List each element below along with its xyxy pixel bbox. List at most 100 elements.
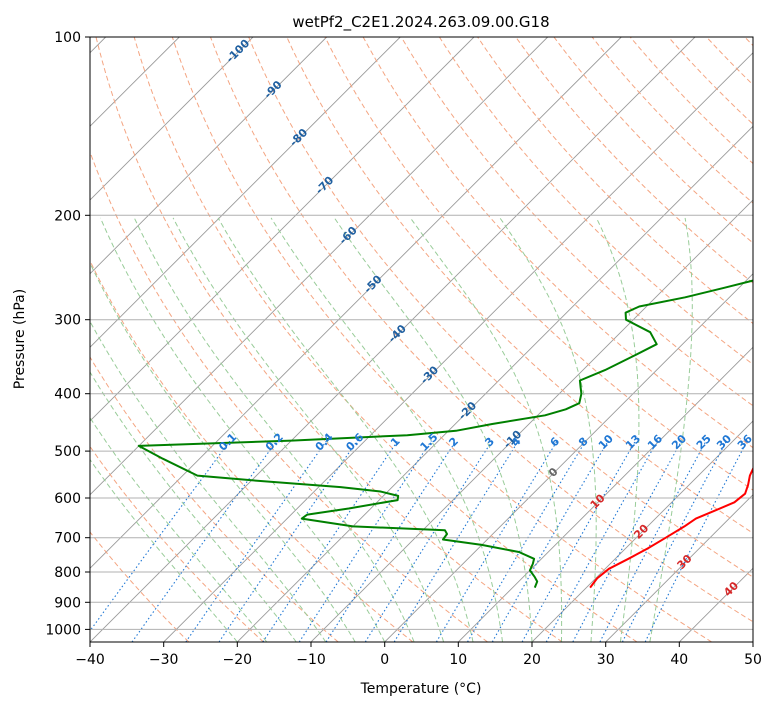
- isotherm-line: [90, 37, 622, 569]
- isotherm-line: [457, 346, 753, 642]
- mixing-ratio-line: [185, 440, 328, 642]
- mixing-ratio-line: [364, 440, 493, 642]
- mixing-ratio-line: [90, 440, 231, 632]
- dry-adiabat-line: [553, 37, 753, 244]
- dry-adiabat-line: [248, 37, 753, 578]
- dry-adiabat-line: [400, 37, 753, 407]
- isotherm-line: [163, 52, 753, 642]
- dry-adiabat-line: [90, 531, 190, 642]
- x-tick-label: −40: [75, 652, 105, 668]
- isotherm-line: [384, 273, 753, 642]
- x-tick-label: 10: [449, 652, 467, 668]
- y-tick-label: 900: [54, 595, 81, 611]
- x-tick-label: −10: [296, 652, 326, 668]
- moist-adiabat-line: [90, 320, 327, 642]
- x-tick-label: 40: [670, 652, 688, 668]
- x-tick-label: 50: [744, 652, 762, 668]
- isotherm-line: [90, 37, 401, 348]
- lower-isotherm-label: 30: [675, 552, 695, 572]
- mixing-ratio-label: 30: [714, 432, 734, 452]
- lower-isotherm-label: 20: [631, 521, 651, 541]
- y-tick-label: 400: [54, 387, 81, 403]
- mixing-ratio-line: [644, 440, 748, 642]
- moist-adiabat-line: [90, 458, 238, 642]
- mixing-ratio-label: 0.2: [263, 431, 286, 454]
- mixing-ratio-label: 0.4: [313, 430, 336, 453]
- moist-adiabat-line: [270, 217, 503, 642]
- lower-isotherm-label: 40: [721, 579, 741, 599]
- y-tick-label: 1000: [45, 622, 81, 638]
- isotherm-line: [90, 37, 328, 275]
- x-tick-label: 20: [523, 652, 541, 668]
- series-layer: [137, 279, 753, 589]
- x-tick-label: 30: [597, 652, 615, 668]
- mixing-ratio-line: [521, 440, 637, 642]
- dry-adiabat-line: [362, 37, 753, 449]
- dry-adiabat-line: [171, 37, 712, 642]
- isotherm-line: [90, 37, 475, 422]
- dry-adiabat-line: [515, 37, 753, 284]
- isotherm-label: -100: [224, 37, 253, 66]
- isotherm-label: -50: [361, 272, 384, 295]
- dry-adiabat-line: [591, 37, 753, 204]
- isotherm-line: [531, 420, 753, 642]
- dry-adiabat-line: [90, 356, 339, 642]
- isotherm-label: -30: [418, 363, 441, 386]
- mixing-ratio-label: 6: [548, 435, 563, 450]
- mixing-ratio-label: 10: [596, 432, 616, 452]
- mixing-ratio-line: [467, 440, 587, 642]
- y-tick-label: 600: [54, 491, 81, 507]
- dry-adiabat-line: [477, 37, 753, 325]
- moist-adiabat-line: [90, 371, 297, 642]
- x-tick-label: 0: [380, 652, 389, 668]
- mixing-ratio-label: 0.1: [216, 431, 239, 454]
- isotherm-line: [236, 125, 753, 642]
- isotherm-line: [605, 494, 753, 642]
- mixing-ratio-line: [298, 440, 432, 642]
- dry-adiabat-line: [133, 37, 638, 642]
- mixing-ratio-label: 16: [645, 432, 665, 452]
- dry-adiabat-line: [438, 37, 753, 365]
- mixing-ratio-line: [131, 440, 278, 642]
- isotherm-label: -90: [261, 78, 284, 101]
- mixing-ratio-label: 2: [446, 435, 461, 450]
- mixing-ratio-label: 20: [669, 432, 689, 452]
- x-axis-label: Temperature (°C): [360, 681, 482, 697]
- dry-adiabat-line: [90, 259, 414, 642]
- y-tick-label: 500: [54, 444, 81, 460]
- x-axis: −40 −30 −20 −10 0 10 20 30 40 50: [75, 642, 762, 668]
- isotherm-line: [678, 567, 753, 642]
- mixing-ratio-label: 1: [388, 435, 403, 450]
- moist-adiabat-line: [595, 217, 640, 642]
- mixing-ratio-line: [572, 440, 683, 642]
- mixing-ratio-line: [393, 440, 520, 642]
- y-tick-label: 100: [54, 30, 81, 46]
- temperature-line: [589, 466, 753, 589]
- y-axis: 100 200 300 400 500 600 700 800 900 1000: [45, 30, 90, 638]
- y-tick-label: 700: [54, 531, 81, 547]
- moist-adiabat-line: [99, 217, 386, 642]
- moist-adiabat-line: [90, 416, 268, 642]
- plot-frame: [89, 36, 754, 643]
- isotherm-label: -40: [386, 322, 409, 345]
- y-tick-label: 300: [54, 313, 81, 329]
- moist-adiabat-line: [499, 217, 597, 642]
- y-axis-label: Pressure (hPa): [12, 289, 28, 389]
- mixing-ratio-line: [491, 440, 609, 642]
- mixing-ratio-line: [599, 440, 707, 642]
- moist-adiabat-line: [649, 217, 693, 642]
- mixing-ratio-line: [325, 440, 457, 642]
- moist-adiabat-line: [90, 261, 356, 642]
- mixing-ratio-label: 13: [623, 432, 643, 452]
- isotherm-line: [90, 37, 254, 201]
- dry-adiabat-line: [90, 150, 488, 642]
- dry-adiabat-line: [324, 37, 753, 491]
- moist-adiabat-line: [133, 217, 415, 642]
- dry-adiabat-line: [210, 37, 753, 623]
- y-tick-label: 200: [54, 208, 81, 224]
- isotherm-line: [310, 199, 753, 642]
- pressure-gridlines: [90, 37, 753, 630]
- dry-adiabat-line: [706, 37, 753, 86]
- moist-adiabat-line: [333, 217, 533, 642]
